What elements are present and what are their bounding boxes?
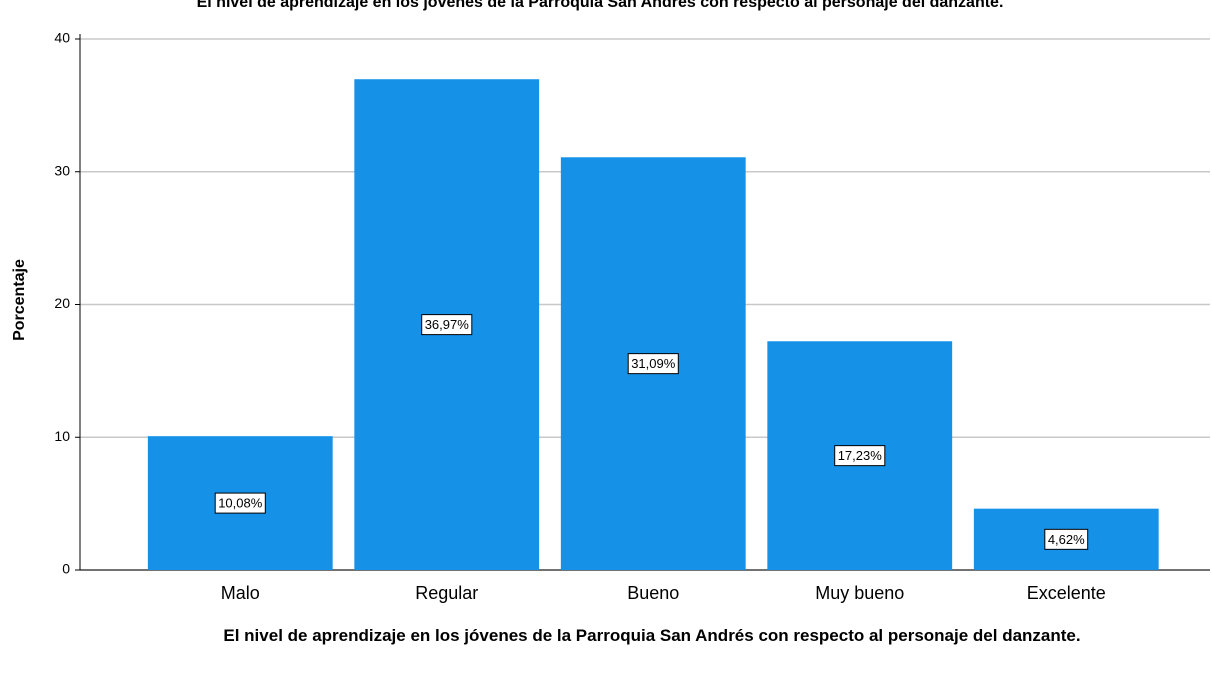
y-axis-label: Porcentaje [11, 259, 28, 341]
value-label-box [834, 445, 886, 467]
value-label: 36,97% [425, 317, 470, 332]
x-tick-label: Malo [221, 583, 260, 603]
value-label: 10,08% [218, 496, 263, 511]
chart-title: El nivel de aprendizaje en los jóvenes d… [197, 0, 1004, 11]
x-axis-label: El nivel de aprendizaje en los jóvenes d… [223, 626, 1081, 645]
value-label-box [627, 353, 679, 375]
y-tick-label: 30 [54, 162, 70, 178]
value-label: 31,09% [631, 356, 676, 371]
value-label-box [1044, 528, 1089, 550]
value-label: 4,62% [1048, 532, 1085, 547]
value-label-box [214, 492, 266, 514]
x-tick-label: Bueno [627, 583, 679, 603]
y-tick-label: 40 [54, 30, 70, 46]
value-label: 17,23% [838, 448, 883, 463]
x-tick-label: Excelente [1027, 583, 1106, 603]
y-tick-label: 10 [54, 428, 70, 444]
x-tick-label: Muy bueno [815, 583, 904, 603]
y-tick-label: 0 [62, 561, 70, 577]
x-tick-label: Regular [415, 583, 478, 603]
value-label-box [421, 314, 473, 336]
y-tick-label: 20 [54, 295, 70, 311]
